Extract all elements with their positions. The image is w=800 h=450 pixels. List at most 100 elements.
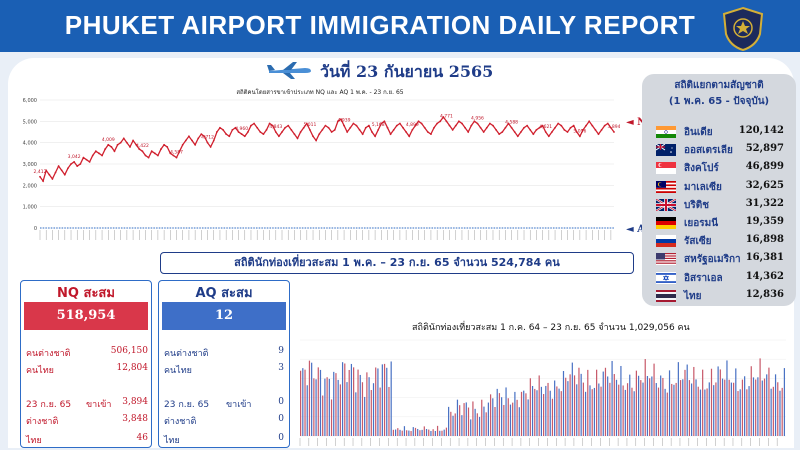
cumulative-bar — [483, 406, 485, 436]
cumulative-bar — [317, 367, 319, 436]
nq-point — [386, 126, 389, 129]
cumulative-bar — [752, 377, 755, 436]
nq-point — [448, 124, 451, 127]
cumulative-bar — [514, 391, 516, 436]
nationality-title-line2: (1 พ.ค. 65 - ปัจจุบัน) — [668, 96, 770, 107]
cumulative-bar — [735, 368, 737, 436]
country-name: อินเดีย — [684, 127, 713, 138]
nq-point — [402, 126, 404, 129]
cumulative-bar — [604, 367, 607, 436]
nq-point — [575, 131, 578, 133]
country-value: 16,898 — [745, 234, 784, 246]
cumulative-bar — [527, 399, 529, 436]
cumulative-bar — [357, 369, 359, 436]
cumulative-bar — [328, 378, 330, 436]
nq-point — [268, 122, 271, 125]
cumulative-bar — [653, 363, 655, 436]
cumulative-bar — [562, 371, 565, 436]
nq-date-label: 23 ก.ย. 65 — [26, 400, 72, 410]
cumulative-bar — [587, 369, 589, 436]
aq-thai-label: คนไทย — [164, 366, 192, 376]
nq-point — [426, 131, 429, 133]
nq-point — [541, 124, 544, 127]
cumulative-bar — [611, 360, 613, 436]
aq-box-title: AQ สะสม — [195, 286, 253, 301]
nq-point — [63, 173, 66, 176]
nq-point — [510, 126, 513, 129]
nq-point — [445, 120, 448, 123]
nq-foreign-value: 506,150 — [110, 346, 148, 356]
nq-point — [184, 139, 187, 142]
cumulative-bar — [492, 398, 494, 436]
nq-point — [85, 158, 88, 161]
cumulative-bar — [730, 382, 732, 436]
cumulative-bar — [602, 371, 604, 436]
nq-point — [569, 126, 572, 129]
nq-point — [138, 148, 141, 150]
cumulative-bar — [432, 429, 434, 436]
nq-foreign-day-label: ต่างชาติ — [26, 417, 59, 427]
cumulative-bar — [551, 398, 554, 436]
cumulative-bar — [761, 380, 763, 436]
cumulative-bar — [631, 387, 633, 436]
nq-point — [551, 131, 553, 133]
nq-point — [377, 128, 380, 131]
cumulative-bar — [547, 382, 549, 436]
country-value: 52,897 — [745, 143, 784, 155]
cumulative-bar — [419, 430, 421, 436]
cumulative-bar — [401, 430, 403, 436]
cumulative-bar — [783, 368, 786, 436]
cumulative-bar — [613, 374, 615, 436]
cumulative-bar — [494, 407, 496, 436]
thailand-flag-icon — [656, 289, 676, 302]
country-value: 19,359 — [745, 216, 784, 227]
cumulative-bar — [478, 416, 481, 436]
nq-point — [188, 135, 190, 138]
nq-point — [237, 131, 240, 133]
cumulative-bar — [364, 396, 366, 436]
country-value: 14,362 — [745, 270, 784, 282]
cumulative-bar — [607, 376, 609, 436]
nq-data-label: 4,422 — [136, 143, 149, 149]
nq-point — [603, 124, 606, 127]
nq-point — [76, 165, 79, 168]
nq-data-label: 5,168 — [372, 122, 385, 128]
cumulative-bar — [655, 383, 657, 436]
cumulative-bar — [702, 369, 704, 436]
cumulative-bar — [383, 363, 386, 436]
nq-data-label: 4,009 — [102, 137, 115, 143]
nq-point — [364, 126, 367, 129]
nq-point — [265, 128, 268, 131]
cumulative-bar — [779, 390, 781, 436]
nq-point — [318, 133, 321, 136]
cumulative-bar — [326, 377, 328, 436]
nq-data-label: 5,011 — [303, 122, 316, 128]
cumulative-bar — [516, 399, 518, 436]
nq-point — [181, 143, 184, 146]
cumulative-bar — [302, 368, 304, 436]
cumulative-bar — [609, 382, 611, 436]
nq-point — [203, 135, 206, 138]
country-name: มาเลเซีย — [684, 181, 722, 193]
nq-point — [104, 148, 107, 150]
cumulative-bar — [759, 358, 761, 436]
cumulative-bar — [335, 373, 337, 436]
nq-point — [597, 133, 600, 136]
aq-arrival-label: ขาเข้า — [226, 400, 252, 410]
nq-point — [110, 146, 113, 148]
cumulative-bar — [750, 366, 752, 436]
cumulative-bar — [489, 394, 492, 436]
cumulative-bar — [306, 385, 308, 436]
cumulative-bar — [679, 380, 682, 436]
cumulative-bar — [774, 374, 777, 436]
cumulative-bar — [476, 413, 478, 436]
nq-point — [411, 128, 414, 131]
cumulative-bar — [596, 369, 598, 436]
nq-point — [290, 128, 293, 131]
singapore-flag-icon — [656, 162, 676, 175]
nq-point — [504, 126, 507, 129]
nq-data-label: 4,939 — [338, 118, 351, 124]
cumulative-bar — [772, 386, 774, 436]
nq-point — [578, 135, 581, 138]
nq-point — [532, 133, 535, 136]
